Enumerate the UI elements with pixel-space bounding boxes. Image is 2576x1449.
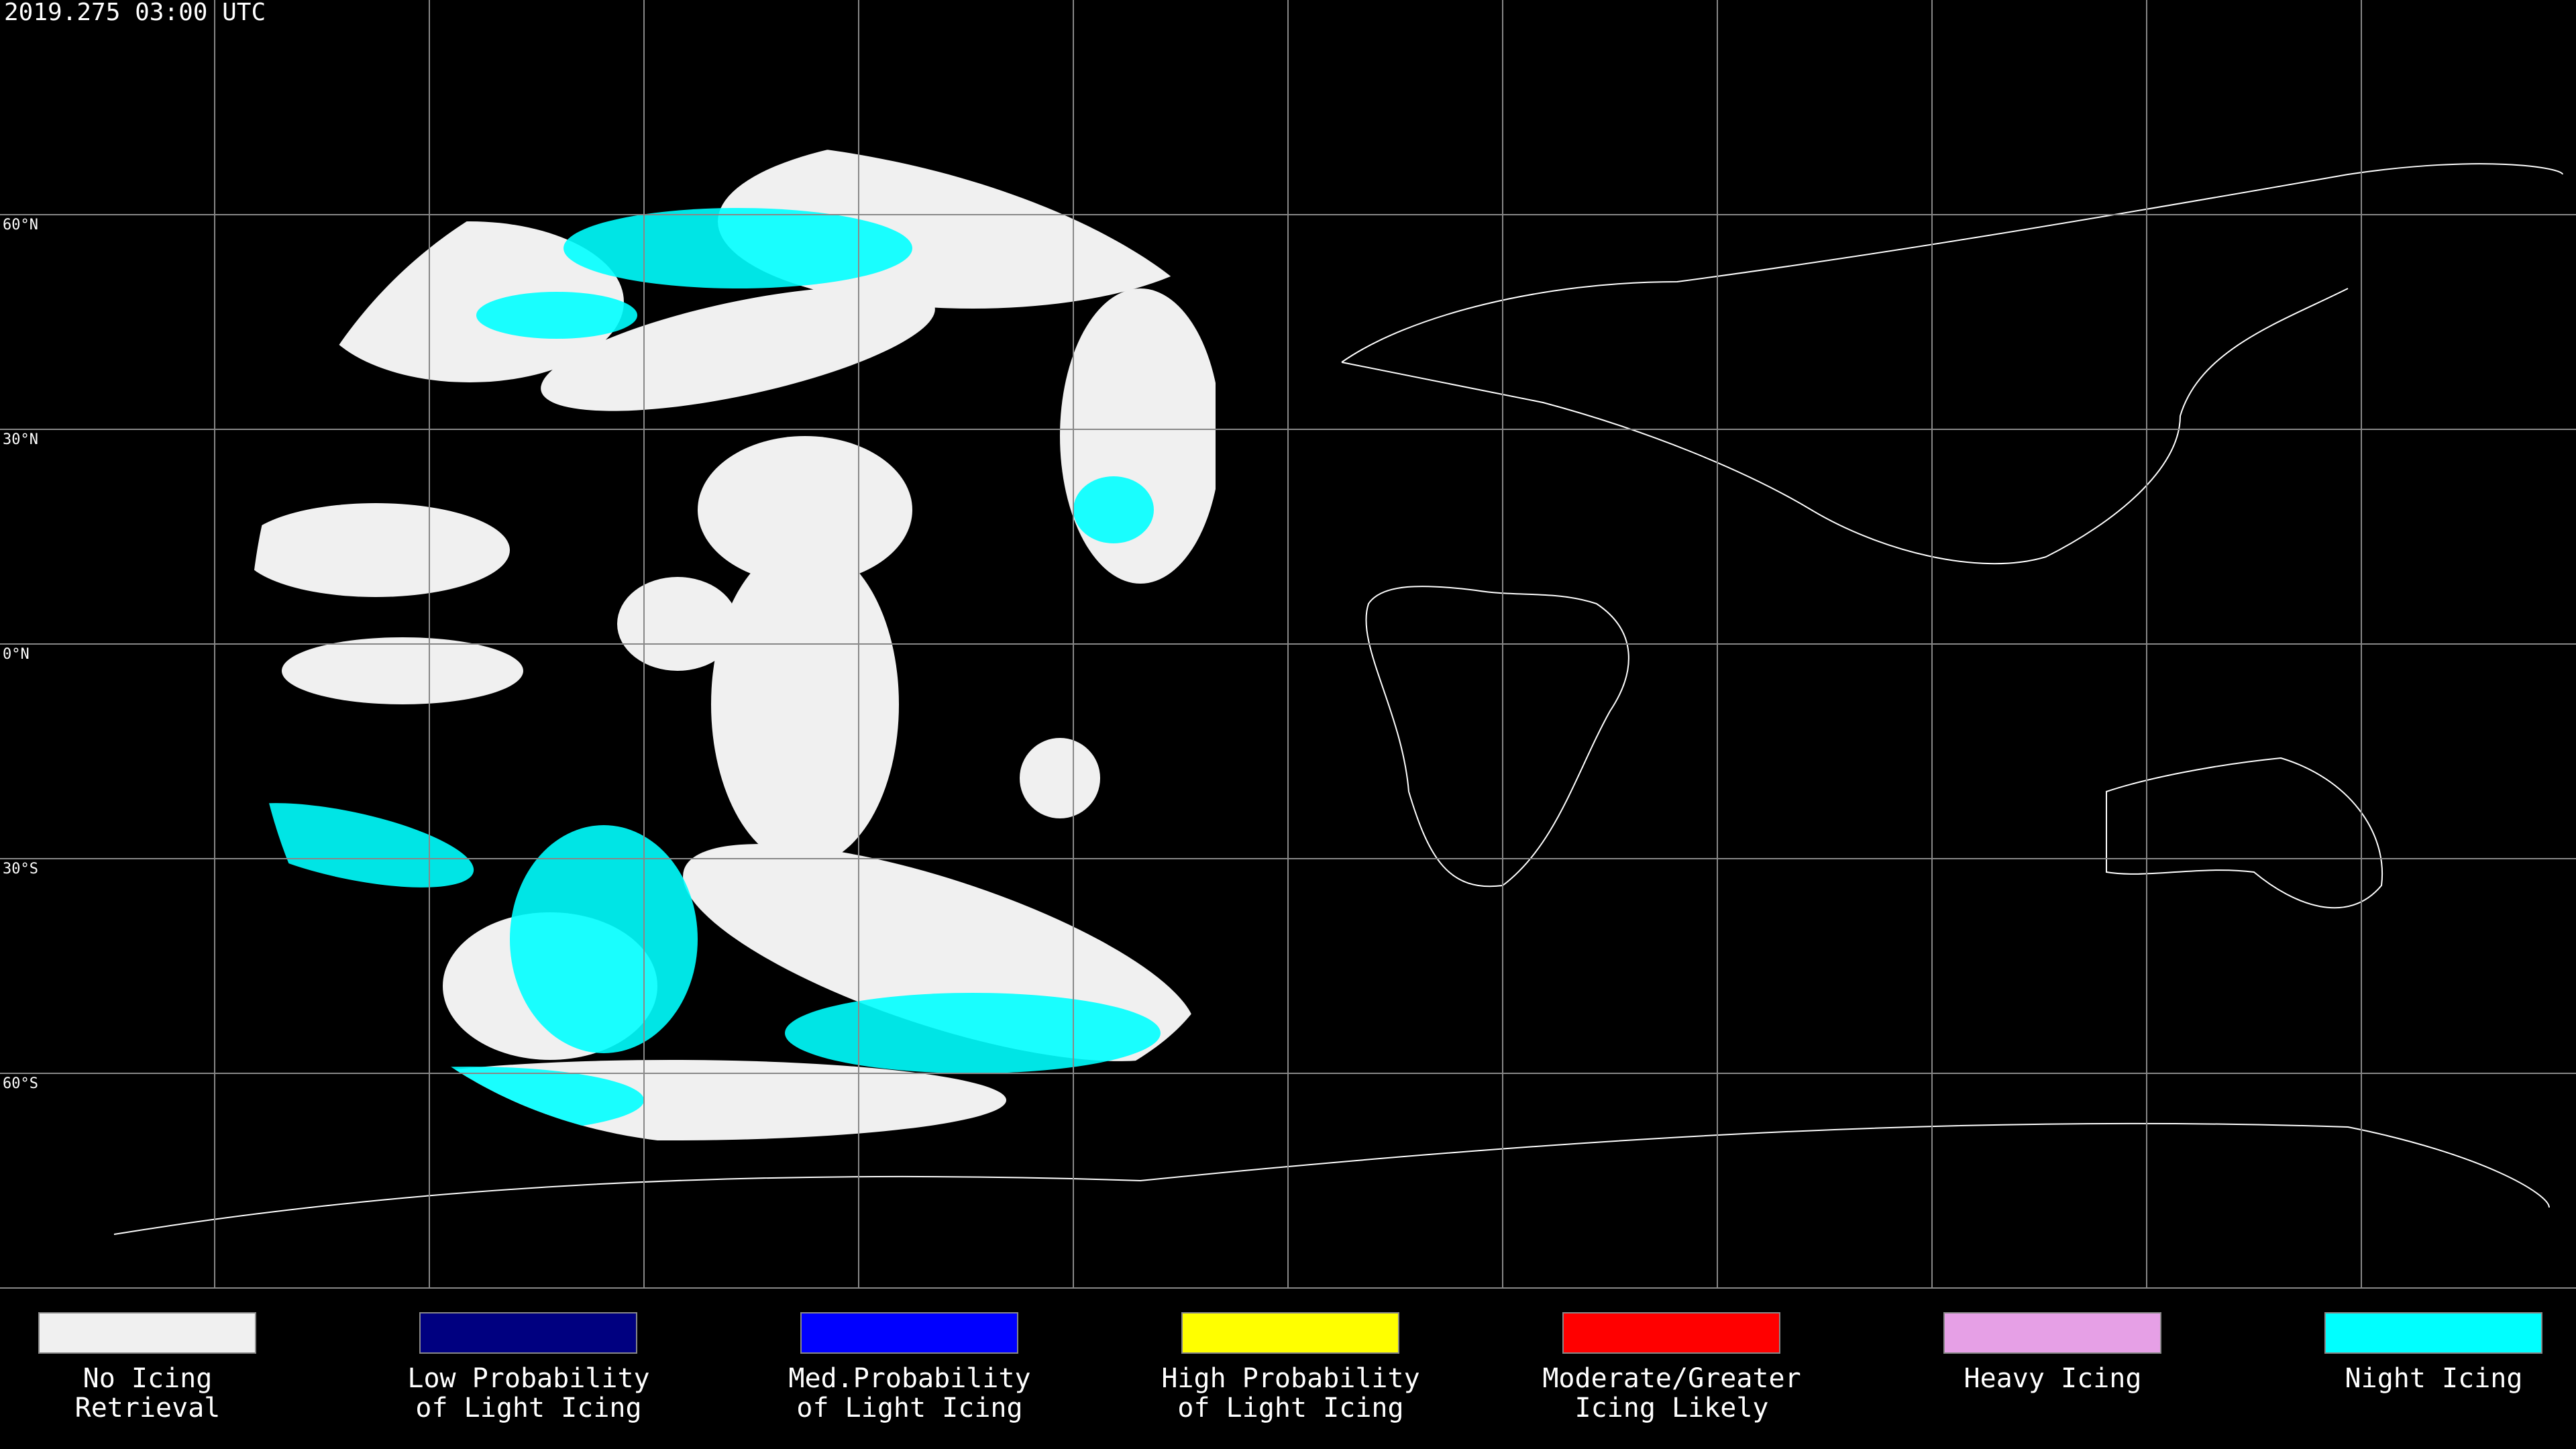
legend-label: Low Probability — [407, 1363, 649, 1394]
latitude-labels: 60°N 30°N 0°N 30°S 60°S — [3, 217, 38, 1092]
legend-label: Med.Probability — [788, 1363, 1030, 1394]
timestamp: 2019.275 03:00 UTC — [4, 0, 266, 26]
legend-swatch — [1562, 1312, 1780, 1354]
legend-swatch — [1181, 1312, 1399, 1354]
graticule — [0, 0, 2576, 1289]
legend-label: of Light Icing — [796, 1393, 1022, 1424]
latitude-label: 30°S — [3, 861, 38, 877]
legend-label: Retrieval — [75, 1393, 221, 1424]
legend-label: No Icing — [83, 1363, 213, 1394]
latitude-label: 60°S — [3, 1075, 38, 1092]
latitude-label: 0°N — [3, 646, 30, 663]
legend-label: Heavy Icing — [1964, 1363, 2142, 1394]
legend-swatch — [2324, 1312, 2542, 1354]
legend-swatch — [800, 1312, 1018, 1354]
latitude-label: 30°N — [3, 431, 38, 448]
legend-label: of Light Icing — [1177, 1393, 1403, 1424]
satellite-disk — [250, 141, 1216, 1145]
legend-label: Night Icing — [2345, 1363, 2523, 1394]
coastlines — [113, 163, 2563, 1235]
legend-swatch — [38, 1312, 256, 1354]
legend-label: Icing Likely — [1575, 1393, 1769, 1424]
legend-swatch — [1943, 1312, 2161, 1354]
legend-label: High Probability — [1161, 1363, 1419, 1394]
legend-label: of Light Icing — [415, 1393, 641, 1424]
legend-swatch — [419, 1312, 637, 1354]
latitude-label: 60°N — [3, 217, 38, 233]
legend-label: Moderate/Greater — [1542, 1363, 1801, 1394]
